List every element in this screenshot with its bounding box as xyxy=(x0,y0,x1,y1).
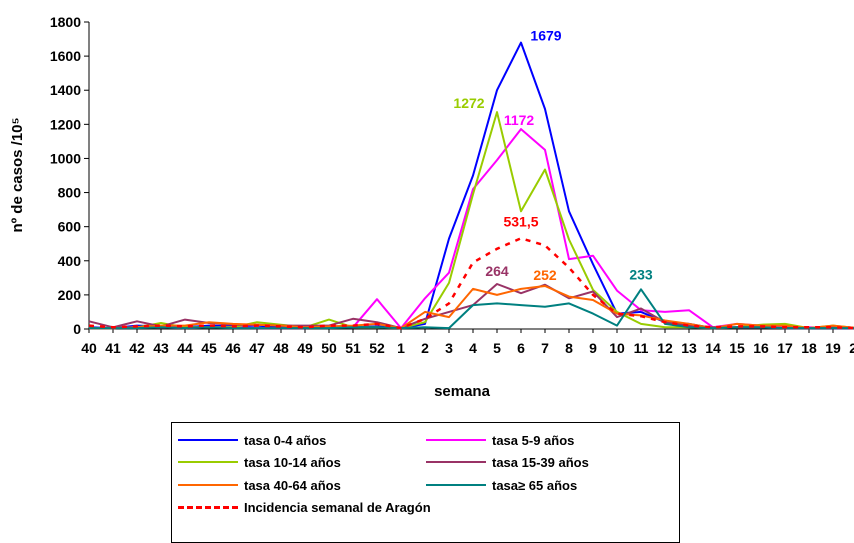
legend-label: tasa 15-39 años xyxy=(492,454,589,470)
legend-label: tasa 5-9 años xyxy=(492,432,575,448)
x-tick-label: 47 xyxy=(249,340,265,356)
x-tick-label: 43 xyxy=(153,340,169,356)
data-labels: 1679 1272 1172 531,5 264 252 233 xyxy=(453,28,652,283)
data-label: 531,5 xyxy=(503,213,538,229)
x-tick-label: 17 xyxy=(777,340,793,356)
legend-item: tasa 15-39 años xyxy=(426,453,589,471)
x-tick-label: 13 xyxy=(681,340,697,356)
legend-label: tasa 10-14 años xyxy=(244,454,341,470)
x-tick-label: 6 xyxy=(517,340,525,356)
x-tick-label: 42 xyxy=(129,340,145,356)
x-tick-label: 5 xyxy=(493,340,501,356)
y-tick-label: 1200 xyxy=(50,116,81,132)
x-tick-label: 48 xyxy=(273,340,289,356)
legend-item: tasa≥ 65 años xyxy=(426,476,577,494)
legend-item: tasa 40-64 años xyxy=(178,476,341,494)
data-label: 1679 xyxy=(530,28,561,44)
legend-label: tasa 0-4 años xyxy=(244,432,327,448)
x-tick-label: 12 xyxy=(657,340,673,356)
legend-swatch xyxy=(178,505,238,509)
data-label: 1172 xyxy=(504,112,535,128)
legend-label: tasa≥ 65 años xyxy=(492,477,578,493)
series-line-2 xyxy=(89,111,854,330)
x-tick-label: 8 xyxy=(565,340,573,356)
x-tick-label: 16 xyxy=(753,340,769,356)
y-tick-label: 200 xyxy=(58,287,82,303)
y-tick-label: 1800 xyxy=(50,14,81,30)
legend-swatch xyxy=(426,461,486,463)
x-tick-label: 49 xyxy=(297,340,313,356)
x-tick-label: 2 xyxy=(421,340,429,356)
x-tick-label: 1 xyxy=(397,340,405,356)
x-tick-label: 52 xyxy=(369,340,385,356)
legend-label: tasa 40-64 años xyxy=(244,477,341,493)
x-tick-label: 3 xyxy=(445,340,453,356)
data-label: 252 xyxy=(533,267,557,283)
y-tick-label: 1400 xyxy=(50,82,81,98)
x-tick-label: 7 xyxy=(541,340,549,356)
legend-swatch xyxy=(426,439,486,441)
x-tick-label: 11 xyxy=(634,340,649,356)
x-tick-label: 9 xyxy=(589,340,597,356)
y-tick-label: 0 xyxy=(73,321,81,337)
y-tick-label: 600 xyxy=(58,219,82,235)
series-line-6 xyxy=(88,237,854,330)
x-tick-label: 10 xyxy=(609,340,625,356)
data-label: 1272 xyxy=(453,95,484,111)
x-tick-label: 44 xyxy=(177,340,193,356)
x-tick-label: 46 xyxy=(225,340,241,356)
x-tick-label: 51 xyxy=(345,340,361,356)
x-tick-label: 45 xyxy=(201,340,217,356)
series-line-1 xyxy=(89,128,854,330)
x-tick-label: 40 xyxy=(81,340,97,356)
series-line-0 xyxy=(88,41,854,330)
legend-label: Incidencia semanal de Aragón xyxy=(244,499,431,515)
y-tick-label: 400 xyxy=(58,253,82,269)
legend-swatch xyxy=(178,439,238,441)
data-label: 233 xyxy=(629,266,653,282)
legend-swatch xyxy=(426,484,486,486)
x-tick-label: 4 xyxy=(469,340,477,356)
x-tick-label: 50 xyxy=(321,340,337,356)
series-line-4 xyxy=(89,285,854,330)
y-tick-label: 1000 xyxy=(50,150,81,166)
x-tick-label: 18 xyxy=(801,340,817,356)
x-tick-label: 41 xyxy=(105,340,121,356)
x-tick-label: 20 xyxy=(849,340,854,356)
legend-swatch xyxy=(178,484,238,486)
y-tick-label: 800 xyxy=(58,185,82,201)
data-label: 264 xyxy=(485,263,509,279)
y-axis-title: nº de casos /10⁵ xyxy=(9,117,26,232)
x-tick-label: 14 xyxy=(705,340,721,356)
chart-legend: tasa 0-4 años tasa 5-9 años tasa 10-14 año… xyxy=(171,422,680,543)
legend-item: tasa 5-9 años xyxy=(426,431,574,449)
x-tick-label: 19 xyxy=(825,340,841,356)
series-lines xyxy=(88,41,854,330)
legend-swatch xyxy=(178,461,238,463)
y-tick-label: 1600 xyxy=(50,48,81,64)
legend-item: tasa 0-4 años xyxy=(178,431,326,449)
x-axis-title: semana xyxy=(434,383,491,400)
x-tick-label: 15 xyxy=(729,340,745,356)
legend-item: tasa 10-14 años xyxy=(178,453,341,471)
legend-item: Incidencia semanal de Aragón xyxy=(178,498,431,516)
